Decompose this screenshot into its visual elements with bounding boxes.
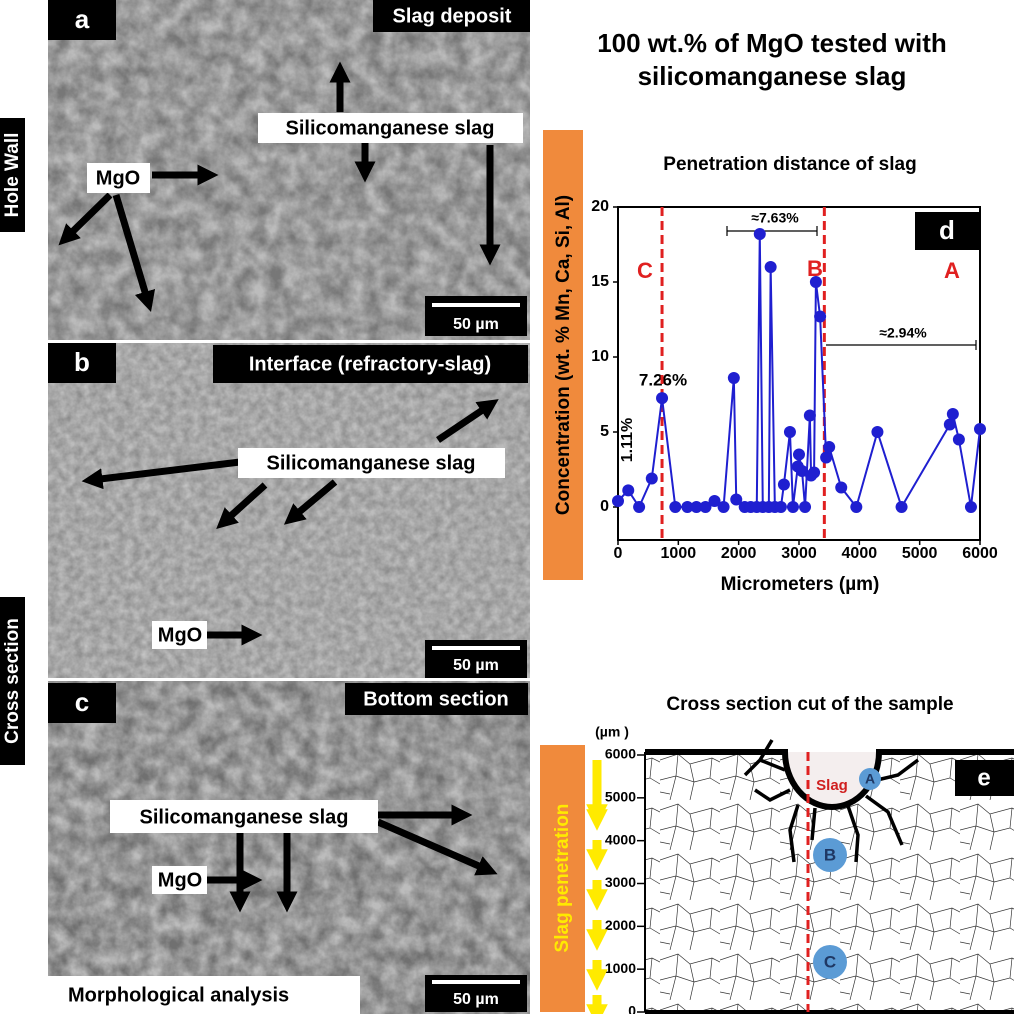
label: MgO [158, 624, 202, 646]
caption: Interface (refractory-slag) [249, 353, 491, 375]
chart-title: Penetration distance of slag [663, 154, 916, 175]
x-tick-label: 0 [614, 545, 623, 562]
side-label: Hole Wall [2, 133, 23, 218]
data-point [896, 501, 908, 513]
label: Morphological analysis [68, 984, 289, 1006]
data-point [718, 501, 730, 513]
diagram-axis: 6000 5000 4000 3000 2000 1000 0 [605, 746, 645, 1014]
data-point [646, 473, 658, 485]
point-label: A [865, 771, 875, 787]
data-point [974, 423, 986, 435]
data-point [793, 449, 805, 461]
data-point [871, 426, 883, 438]
data-point [953, 434, 965, 446]
diagram-tick-label: 1000 [605, 960, 636, 976]
figure: a Slag deposit Silicomanganese slag MgO … [0, 0, 1014, 1014]
annotation: ≈2.94% [879, 325, 927, 341]
data-point [823, 441, 835, 453]
data-point [656, 392, 668, 404]
y-tick-label: 5 [600, 423, 609, 440]
annotation: C [637, 258, 653, 283]
x-tick-label: 2000 [721, 545, 757, 562]
diagram-tick-label: 3000 [605, 874, 636, 890]
x-tick-label: 6000 [962, 545, 998, 562]
diagram-unit: (µm ) [595, 724, 629, 740]
panel-letter: d [939, 215, 955, 245]
x-tick-label: 1000 [661, 545, 697, 562]
annotation: A [944, 258, 960, 283]
data-point [669, 501, 681, 513]
caption: Slag deposit [393, 5, 512, 27]
side-label: Slag penetration [552, 804, 573, 953]
y-tick-label: 15 [591, 273, 609, 290]
x-tick-label: 5000 [902, 545, 938, 562]
diagram-tick-label: 5000 [605, 789, 636, 805]
scale-bar-label: 50 µm [453, 316, 499, 333]
data-point [965, 501, 977, 513]
data-point [947, 408, 959, 420]
scale-bar-label: 50 µm [453, 991, 499, 1008]
figure-title: silicomanganese slag [638, 61, 907, 91]
diagram-tick-label: 6000 [605, 746, 636, 762]
data-point [814, 311, 826, 323]
label: Silicomanganese slag [286, 117, 495, 139]
panel-letter: a [75, 4, 90, 34]
data-point [622, 484, 634, 496]
data-point [820, 452, 832, 464]
data-point [944, 419, 956, 431]
data-point [850, 501, 862, 513]
diagram-tick-label: 0 [628, 1003, 636, 1014]
data-point [612, 495, 624, 507]
slag-label: Slag [816, 777, 848, 794]
label: MgO [158, 869, 202, 891]
data-point [728, 372, 740, 384]
x-tick-label: 4000 [842, 545, 878, 562]
data-point [633, 501, 645, 513]
diagram-tick-label: 2000 [605, 917, 636, 933]
panel-letter: b [74, 347, 90, 377]
diagram-tick-label: 4000 [605, 831, 636, 847]
data-point [804, 410, 816, 422]
y-tick-label: 10 [591, 348, 609, 365]
label: MgO [96, 167, 140, 189]
data-point [754, 228, 766, 240]
data-point [784, 426, 796, 438]
side-label: Cross section [2, 618, 23, 744]
scale-bar-label: 50 µm [453, 657, 499, 674]
data-point [799, 501, 811, 513]
annotation: 1.11% [619, 418, 636, 462]
caption: Bottom section [363, 688, 509, 710]
data-point [810, 276, 822, 288]
x-tick-label: 3000 [781, 545, 817, 562]
panel-letter: e [977, 764, 990, 791]
annotation: ≈7.63% [751, 210, 799, 226]
diagram-title: Cross section cut of the sample [666, 694, 953, 715]
y-tick-label: 0 [600, 498, 609, 515]
data-point [835, 482, 847, 494]
x-axis-label: Micrometers (µm) [721, 574, 880, 595]
label: Silicomanganese slag [267, 452, 476, 474]
y-axis-label: Concentration (wt. % Mn, Ca, Si, Al) [553, 195, 574, 515]
data-point [765, 261, 777, 273]
data-point [787, 501, 799, 513]
label: Silicomanganese slag [140, 806, 349, 828]
data-point [778, 479, 790, 491]
figure-title: 100 wt.% of MgO tested with [597, 28, 947, 58]
point-label: C [824, 952, 836, 971]
y-tick-label: 20 [591, 198, 609, 215]
data-point [808, 467, 820, 479]
data-point [775, 501, 787, 513]
point-label: B [824, 845, 836, 864]
sem-texture [48, 343, 530, 678]
panel-letter: c [75, 687, 89, 717]
